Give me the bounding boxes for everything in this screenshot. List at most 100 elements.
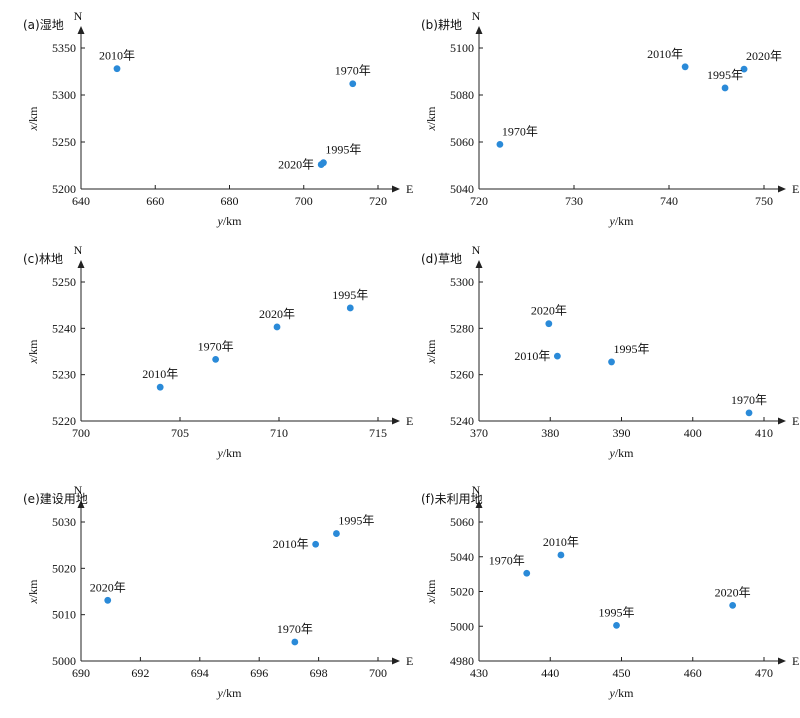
y-tick-label: 5300 [450,275,474,289]
x-tick-label: 700 [295,194,313,208]
panel-2: N E (c)林地 700 705 710 715 5220 5230 5240 5250 y/km x… [23,243,413,460]
y-tick-label: 5040 [450,550,474,564]
x-tick-label: 730 [565,194,583,208]
x-axis-label: y/km [609,214,635,228]
x-axis-label: y/km [217,686,243,700]
y-axis-label: x/km [26,579,40,605]
x-tick-label: 690 [72,666,90,680]
data-point-label: 2010年 [99,49,135,63]
data-point-label: 1970年 [335,64,371,78]
data-point [496,140,504,148]
y-tick-label: 5240 [52,321,76,335]
north-label: N [472,243,481,257]
panel-title: (e)建设用地 [23,492,88,506]
data-point [104,596,112,604]
data-point-label: 1970年 [277,622,313,636]
east-arrow-icon [392,657,400,665]
y-tick-label: 5060 [450,515,474,529]
y-tick-label: 5240 [450,414,474,428]
data-point [745,409,753,417]
data-point-label: 1970年 [731,393,767,407]
north-arrow-icon [475,26,483,34]
data-point-label: 2020年 [531,304,567,318]
data-point-label: 1995年 [614,342,650,356]
y-tick-label: 5100 [450,41,474,55]
data-point [156,383,164,391]
data-point [312,540,320,548]
y-axis-label: x/km [424,339,438,365]
data-point [333,530,340,537]
data-point-label: 2020年 [278,158,314,172]
north-arrow-icon [475,500,483,508]
data-point [317,161,325,168]
data-point-label: 1995年 [707,68,743,82]
east-arrow-icon [778,417,786,425]
east-label: E [792,654,799,668]
y-tick-label: 5040 [450,182,474,196]
data-point-label: 2020年 [90,580,126,594]
north-arrow-icon [475,260,483,268]
data-point-label: 2020年 [715,585,751,599]
y-tick-label: 5000 [450,619,474,633]
data-point [545,320,553,328]
data-point [608,358,615,366]
y-tick-label: 5010 [52,608,76,622]
y-tick-label: 5280 [450,321,474,335]
data-point-label: 2020年 [746,49,782,63]
east-label: E [792,182,799,196]
x-tick-label: 640 [72,194,90,208]
data-point [113,65,121,73]
x-tick-label: 698 [310,666,328,680]
north-label: N [74,9,83,23]
north-arrow-icon [77,500,85,508]
east-arrow-icon [778,657,786,665]
data-point [613,621,620,629]
x-tick-label: 750 [755,194,773,208]
data-point-label: 1995年 [325,143,361,157]
x-tick-label: 660 [146,194,164,208]
data-point [729,602,737,609]
panel-4: N E (e)建设用地 690 692 694 696 698 700 5000 5010 5020 5… [23,483,413,700]
panel-3: N E (d)草地 370 380 390 400 410 5240 5260 5280 5300 y/… [421,243,799,460]
y-axis-label: x/km [424,106,438,132]
x-axis-label: y/km [217,214,243,228]
x-tick-label: 450 [613,666,631,680]
x-tick-label: 692 [131,666,149,680]
east-label: E [792,414,799,428]
north-label: N [472,483,481,497]
x-tick-label: 470 [755,666,773,680]
data-point-label: 2010年 [142,367,178,381]
x-tick-label: 700 [369,666,387,680]
x-tick-label: 700 [72,426,90,440]
data-point [681,63,689,71]
data-point-label: 1995年 [599,605,635,619]
x-tick-label: 740 [660,194,678,208]
data-point-label: 2020年 [259,307,295,321]
north-arrow-icon [77,260,85,268]
y-tick-label: 5230 [52,368,76,382]
east-label: E [406,414,413,428]
x-tick-label: 705 [171,426,189,440]
y-tick-label: 5350 [52,41,76,55]
data-point-label: 2010年 [543,535,579,549]
x-tick-label: 710 [270,426,288,440]
data-point-label: 1995年 [338,514,374,528]
panel-1: N E (b)耕地 720 730 740 750 5040 5060 5080 5100 y/km x… [421,9,799,228]
y-tick-label: 5220 [52,414,76,428]
data-point [523,569,531,577]
data-point [212,355,220,363]
data-point [273,323,281,331]
x-tick-label: 430 [470,666,488,680]
y-tick-label: 5060 [450,135,474,149]
panel-5: N E (f)未利用地 430 440 450 460 470 4980 5000 5020 5040… [421,483,799,700]
x-tick-label: 390 [613,426,631,440]
y-tick-label: 5260 [450,368,474,382]
x-tick-label: 694 [191,666,209,680]
data-point [349,80,357,88]
data-point-label: 1970年 [489,553,525,567]
north-label: N [74,243,83,257]
east-label: E [406,182,413,196]
y-tick-label: 4980 [450,654,474,668]
x-tick-label: 720 [470,194,488,208]
y-tick-label: 5020 [450,585,474,599]
